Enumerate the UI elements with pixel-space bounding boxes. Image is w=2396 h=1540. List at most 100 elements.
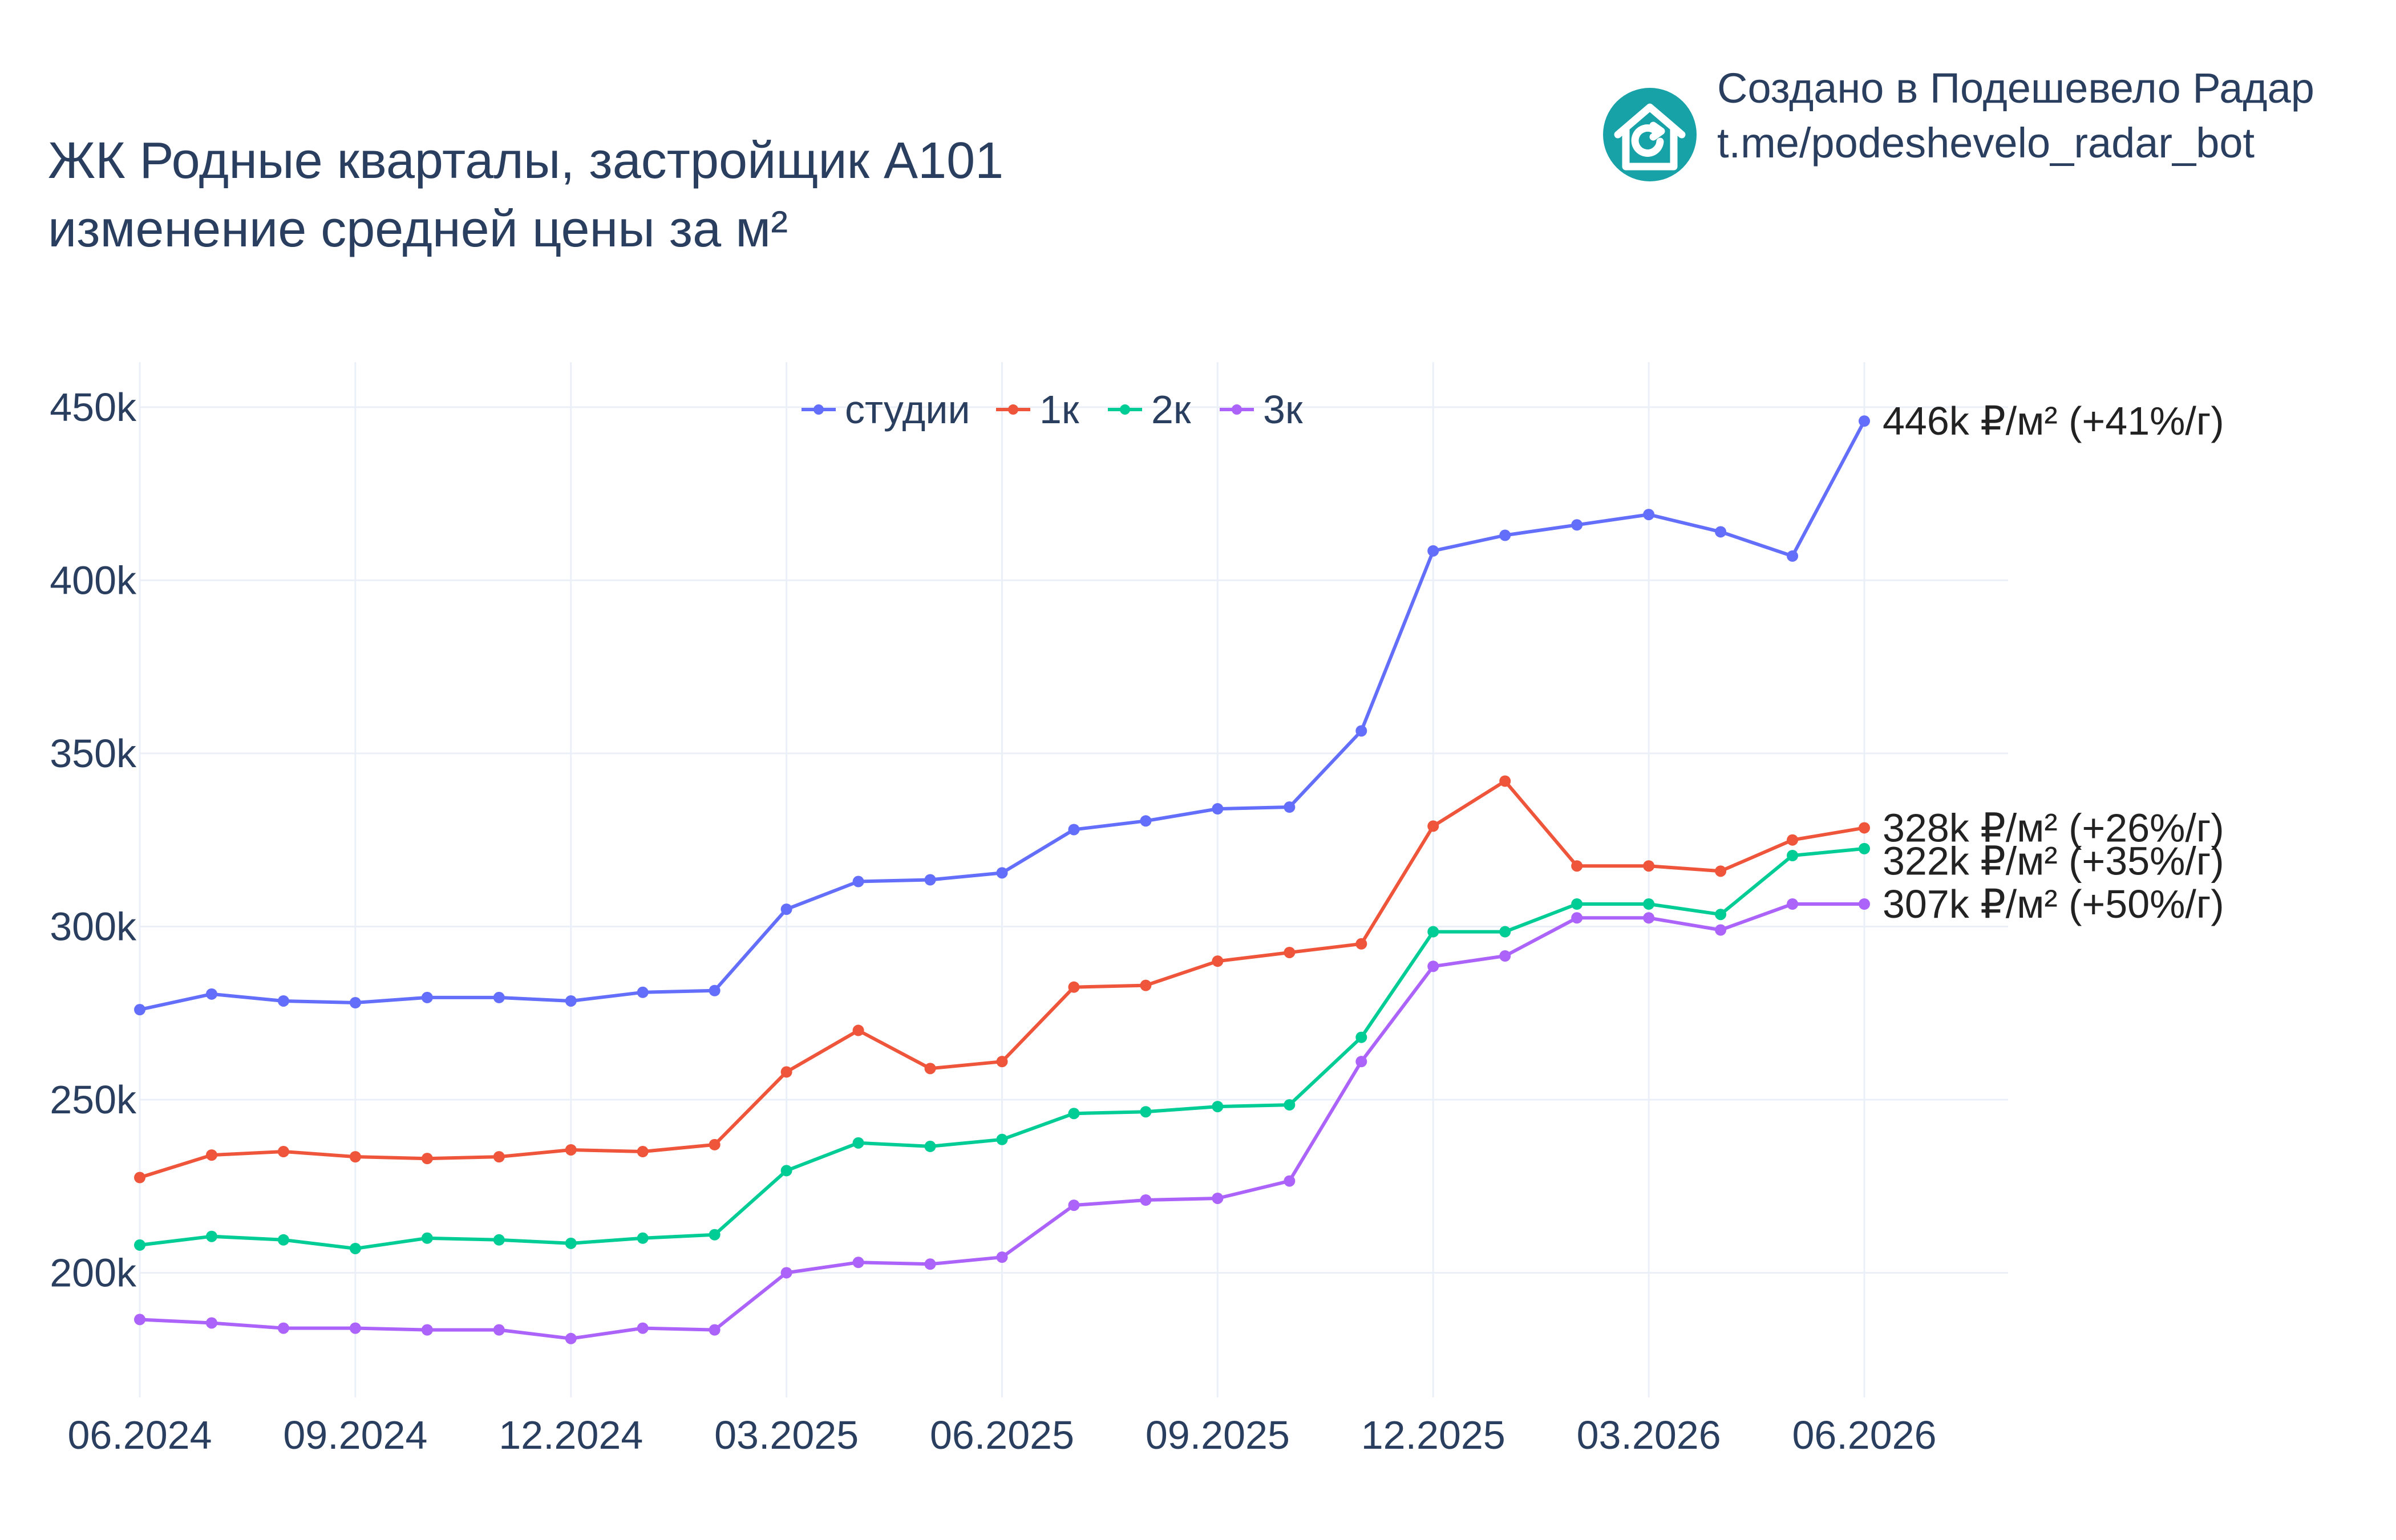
series-студии-point[interactable] (493, 991, 505, 1003)
series-3к-point[interactable] (134, 1314, 145, 1326)
series-2к-point[interactable] (565, 1237, 577, 1249)
series-3к-point[interactable] (1284, 1175, 1296, 1187)
series-3к-point[interactable] (637, 1322, 649, 1334)
series-3к-point[interactable] (421, 1324, 433, 1336)
series-3к-point[interactable] (1571, 912, 1583, 924)
legend-item-3к[interactable]: 3к (1220, 387, 1303, 432)
series-3к-point[interactable] (1499, 950, 1511, 962)
series-1к-point[interactable] (1643, 860, 1655, 872)
legend[interactable]: студии 1к 2к 3к (802, 387, 1303, 432)
series-2к-point[interactable] (277, 1234, 289, 1246)
series-1к-point[interactable] (1284, 946, 1296, 958)
legend-item-2к[interactable]: 2к (1108, 387, 1191, 432)
series-2к-point[interactable] (852, 1137, 864, 1149)
series-1к-point[interactable] (349, 1151, 361, 1163)
series-3к-point[interactable] (780, 1267, 792, 1279)
brand-line-2[interactable]: t.me/podeshevelo_radar_bot (1717, 119, 2255, 167)
series-2к-point[interactable] (924, 1140, 936, 1152)
series-студии-point[interactable] (277, 995, 289, 1007)
series-2к-point[interactable] (1571, 898, 1583, 910)
series-2к-point[interactable] (1715, 909, 1727, 921)
series-1к-point[interactable] (924, 1063, 936, 1075)
series-1к-point[interactable] (277, 1146, 289, 1158)
series-3к-point[interactable] (709, 1324, 721, 1336)
series-2к-point[interactable] (1643, 898, 1655, 910)
series-2к-point[interactable] (996, 1133, 1008, 1145)
series-3к-point[interactable] (565, 1332, 577, 1344)
series-3к-point[interactable] (1140, 1194, 1152, 1206)
series-1к-point[interactable] (637, 1146, 649, 1158)
series-студии-point[interactable] (924, 874, 936, 886)
series-3к-point[interactable] (1355, 1056, 1367, 1068)
series-студии-point[interactable] (1355, 725, 1367, 737)
series-2к-point[interactable] (421, 1232, 433, 1244)
series-3к-point[interactable] (349, 1322, 361, 1334)
series-студии-point[interactable] (134, 1004, 145, 1016)
series-3к-point[interactable] (205, 1317, 217, 1329)
series-1к-point[interactable] (1427, 820, 1439, 832)
series-1к-point[interactable] (1212, 955, 1224, 967)
series-студии-point[interactable] (1499, 529, 1511, 541)
series-1к-point[interactable] (134, 1172, 145, 1184)
series-1к-point[interactable] (565, 1144, 577, 1156)
series-3к-point[interactable] (493, 1324, 505, 1336)
series-3к-point[interactable] (852, 1257, 864, 1269)
series-студии-point[interactable] (996, 867, 1008, 879)
series-3к-point[interactable] (1787, 898, 1799, 910)
series-1к-point[interactable] (1140, 979, 1152, 991)
series-2к-point[interactable] (1355, 1031, 1367, 1043)
series-2к-point[interactable] (1068, 1108, 1080, 1120)
series-студии-point[interactable] (1643, 509, 1655, 521)
series-1к-point[interactable] (1499, 775, 1511, 787)
series-1к-point[interactable] (1355, 938, 1367, 950)
series-2к-point[interactable] (493, 1234, 505, 1246)
series-2к-point[interactable] (1499, 926, 1511, 938)
series-студии-point[interactable] (565, 995, 577, 1007)
series-3к-point[interactable] (277, 1322, 289, 1334)
series-1к-point[interactable] (1787, 834, 1799, 846)
series-2к-point[interactable] (1787, 850, 1799, 862)
series-студии-point[interactable] (780, 903, 792, 915)
series-2к-point[interactable] (134, 1239, 145, 1251)
series-студии-point[interactable] (1427, 545, 1439, 557)
legend-item-студии[interactable]: студии (802, 387, 970, 432)
series-3к-point[interactable] (1643, 912, 1655, 924)
series-2к-point[interactable] (1427, 926, 1439, 938)
series-студии-point[interactable] (1284, 801, 1296, 813)
series-1к-point[interactable] (996, 1056, 1008, 1068)
series-3к-point[interactable] (996, 1251, 1008, 1263)
series-студии-point[interactable] (1212, 803, 1224, 815)
series-3к-point[interactable] (1715, 924, 1727, 936)
series-1к-point[interactable] (852, 1024, 864, 1036)
series-1к-point[interactable] (1859, 822, 1870, 834)
series-студии-point[interactable] (1571, 519, 1583, 531)
series-2к-point[interactable] (1284, 1099, 1296, 1111)
series-студии-point[interactable] (1068, 824, 1080, 836)
series-1к-point[interactable] (709, 1138, 721, 1150)
series-студии-point[interactable] (1787, 550, 1799, 562)
series-1к-point[interactable] (421, 1153, 433, 1165)
series-2к-point[interactable] (1140, 1106, 1152, 1118)
series-1к-point[interactable] (205, 1149, 217, 1161)
series-3к-point[interactable] (1859, 898, 1870, 910)
series-студии-point[interactable] (637, 986, 649, 998)
series-1к-point[interactable] (780, 1066, 792, 1078)
series-1к-point[interactable] (1068, 981, 1080, 993)
series-студии-point[interactable] (1859, 415, 1870, 427)
series-студии-point[interactable] (1715, 526, 1727, 538)
legend-item-1к[interactable]: 1к (996, 387, 1079, 432)
series-2к-point[interactable] (349, 1242, 361, 1254)
series-1к-point[interactable] (1571, 860, 1583, 872)
series-2к-point[interactable] (1859, 842, 1870, 854)
series-студии-point[interactable] (709, 984, 721, 996)
series-студии-point[interactable] (421, 991, 433, 1003)
series-2к-point[interactable] (709, 1229, 721, 1241)
series-2к-point[interactable] (205, 1230, 217, 1242)
series-1к-point[interactable] (1715, 865, 1727, 877)
series-3к-point[interactable] (1212, 1192, 1224, 1204)
series-студии-point[interactable] (205, 988, 217, 1000)
series-2к-point[interactable] (1212, 1101, 1224, 1113)
series-2к-point[interactable] (780, 1165, 792, 1177)
series-студии-point[interactable] (349, 996, 361, 1008)
series-1к-point[interactable] (493, 1151, 505, 1163)
